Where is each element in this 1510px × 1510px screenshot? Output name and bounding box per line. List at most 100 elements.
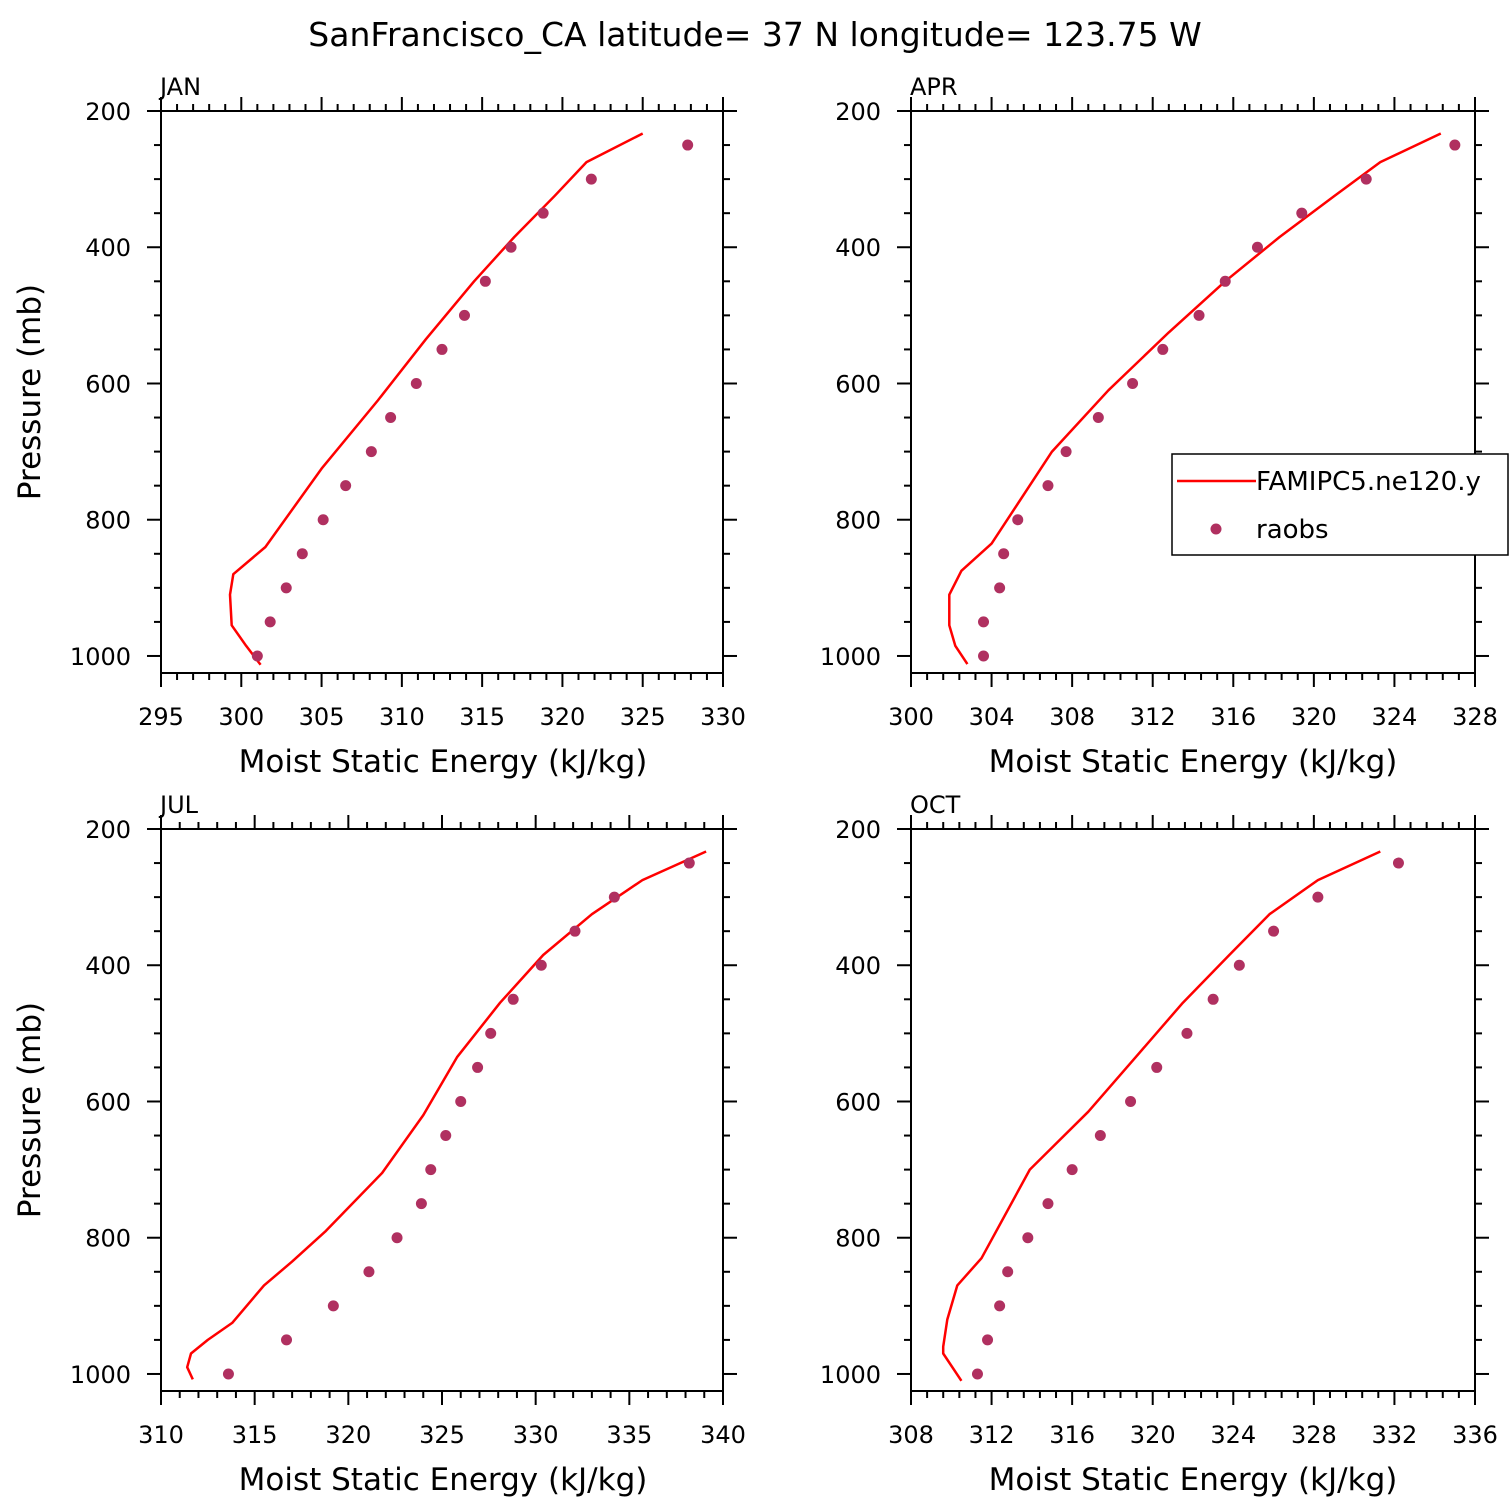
y-tick-label: 600 xyxy=(85,1088,131,1116)
panel-label: OCT xyxy=(910,791,961,819)
y-tick-label: 1000 xyxy=(820,643,881,671)
data-point-raobs xyxy=(683,857,695,869)
x-tick-label: 320 xyxy=(1130,1421,1176,1449)
x-tick-label: 312 xyxy=(969,1421,1015,1449)
series-line-model xyxy=(948,132,1442,665)
series-line-model xyxy=(941,850,1381,1382)
data-point-raobs xyxy=(385,412,397,424)
data-point-raobs xyxy=(998,548,1010,560)
data-point-raobs xyxy=(1042,1198,1054,1210)
data-point-raobs xyxy=(1392,857,1404,869)
data-point-raobs xyxy=(1296,207,1308,219)
data-point-raobs xyxy=(391,1232,403,1244)
x-axis-label: Moist Static Energy (kJ/kg) xyxy=(989,744,1398,780)
data-point-raobs xyxy=(569,925,581,937)
data-point-raobs xyxy=(1181,1027,1193,1039)
x-tick-label: 316 xyxy=(1210,703,1256,731)
y-tick-label: 800 xyxy=(85,507,131,535)
x-tick-label: 336 xyxy=(1452,1421,1498,1449)
data-point-raobs xyxy=(982,1334,994,1346)
data-point-raobs xyxy=(978,616,990,628)
data-point-raobs xyxy=(1127,377,1139,389)
y-tick-label: 200 xyxy=(835,98,881,126)
data-point-raobs xyxy=(281,1334,293,1346)
data-point-raobs xyxy=(585,173,597,185)
data-point-raobs xyxy=(682,139,694,151)
legend-model-label: FAMIPC5.ne120.y xyxy=(1256,467,1481,497)
data-point-raobs xyxy=(280,582,292,594)
data-point-raobs xyxy=(1449,139,1461,151)
x-axis-label: Moist Static Energy (kJ/kg) xyxy=(989,1462,1398,1498)
x-axis-label: Moist Static Energy (kJ/kg) xyxy=(239,1462,648,1498)
y-axis-label: Pressure (mb) xyxy=(12,284,48,500)
panel-label: JUL xyxy=(158,791,199,819)
data-point-raobs xyxy=(1219,275,1231,287)
data-point-raobs xyxy=(994,1300,1006,1312)
x-tick-label: 325 xyxy=(620,703,666,731)
y-tick-label: 400 xyxy=(835,234,881,262)
data-point-raobs xyxy=(507,993,519,1005)
plot-frame xyxy=(910,828,1476,1392)
data-point-raobs xyxy=(971,1368,983,1380)
data-point-raobs xyxy=(479,275,491,287)
plot-frame xyxy=(160,110,724,674)
x-tick-label: 312 xyxy=(1130,703,1176,731)
data-point-raobs xyxy=(455,1095,467,1107)
data-point-raobs xyxy=(1151,1061,1163,1073)
x-tick-label: 305 xyxy=(299,703,345,731)
y-tick-label: 600 xyxy=(835,370,881,398)
y-tick-label: 800 xyxy=(835,507,881,535)
y-axis-label: Pressure (mb) xyxy=(12,1002,48,1218)
data-point-raobs xyxy=(1312,891,1324,903)
y-tick-label: 400 xyxy=(835,952,881,980)
panel-oct: OCT Moist Static Energy (kJ/kg) 308 312 31… xyxy=(820,791,1498,1498)
x-tick-label: 330 xyxy=(513,1421,559,1449)
data-point-raobs xyxy=(296,548,308,560)
x-tick-label: 308 xyxy=(888,1421,934,1449)
data-point-raobs xyxy=(365,446,377,458)
x-tick-label: 320 xyxy=(325,1421,371,1449)
data-point-raobs xyxy=(537,207,549,219)
data-point-raobs xyxy=(458,309,470,321)
panel-label: JAN xyxy=(158,73,201,101)
x-tick-label: 328 xyxy=(1452,703,1498,731)
data-point-raobs xyxy=(1012,514,1024,526)
x-tick-label: 330 xyxy=(700,703,746,731)
data-point-raobs xyxy=(317,514,329,526)
data-point-raobs xyxy=(978,650,990,662)
panel-jul: JUL Moist Static Energy (kJ/kg) Pressure… xyxy=(12,791,746,1498)
x-tick-label: 340 xyxy=(700,1421,746,1449)
data-point-raobs xyxy=(1251,241,1263,253)
legend-marker-swatch xyxy=(1210,523,1222,535)
data-point-raobs xyxy=(994,582,1006,594)
data-point-raobs xyxy=(1094,1130,1106,1142)
y-tick-label: 1000 xyxy=(70,643,131,671)
data-point-raobs xyxy=(440,1130,452,1142)
panel-apr: APR Moist Static Energy (kJ/kg) 300 304 30… xyxy=(820,73,1498,780)
x-tick-label: 320 xyxy=(1291,703,1337,731)
data-point-raobs xyxy=(1233,959,1245,971)
x-tick-label: 324 xyxy=(1210,1421,1256,1449)
data-point-raobs xyxy=(1268,925,1280,937)
plot-frame xyxy=(910,110,1476,674)
x-tick-label: 315 xyxy=(459,703,505,731)
x-tick-label: 295 xyxy=(138,703,184,731)
legend-obs-label: raobs xyxy=(1256,515,1329,545)
x-tick-label: 310 xyxy=(379,703,425,731)
x-tick-label: 304 xyxy=(969,703,1015,731)
y-tick-label: 600 xyxy=(835,1088,881,1116)
x-tick-label: 310 xyxy=(138,1421,184,1449)
y-tick-label: 200 xyxy=(835,816,881,844)
series-line-model xyxy=(185,850,707,1380)
panel-jan: JAN Moist Static Energy (kJ/kg) Pressure… xyxy=(12,73,746,780)
data-point-raobs xyxy=(222,1368,234,1380)
y-tick-label: 600 xyxy=(85,370,131,398)
data-point-raobs xyxy=(1193,309,1205,321)
data-point-raobs xyxy=(1002,1266,1014,1278)
x-tick-label: 316 xyxy=(1049,1421,1095,1449)
data-point-raobs xyxy=(535,959,547,971)
x-tick-label: 308 xyxy=(1049,703,1095,731)
data-point-raobs xyxy=(1042,480,1054,492)
y-tick-label: 200 xyxy=(85,98,131,126)
